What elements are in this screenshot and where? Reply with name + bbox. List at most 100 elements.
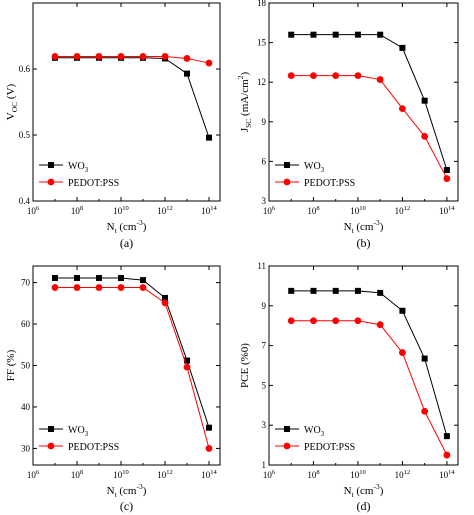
legend-marker xyxy=(47,442,55,450)
y-tick-label: 9 xyxy=(262,117,267,127)
y-axis-title: VOC (V) xyxy=(5,83,19,120)
data-point xyxy=(354,31,361,38)
data-point xyxy=(421,407,429,415)
legend-marker xyxy=(284,162,290,168)
data-point xyxy=(399,105,406,112)
data-point xyxy=(73,284,81,291)
series-line xyxy=(55,57,210,138)
data-point xyxy=(310,287,317,294)
y-axis-title: PCE (%0) xyxy=(239,343,251,388)
y-tick-label: 0.4 xyxy=(19,196,31,206)
x-tick-label: 1010 xyxy=(350,205,366,216)
data-point xyxy=(332,72,340,79)
y-axis-title: JSC (mA/cm2) xyxy=(236,72,253,133)
data-point xyxy=(310,31,317,38)
series-line xyxy=(55,287,210,449)
data-point xyxy=(74,275,80,282)
data-point xyxy=(184,357,190,364)
data-point xyxy=(399,44,406,51)
data-point xyxy=(162,294,168,301)
data-point xyxy=(183,55,191,62)
x-axis-title: Nt (cm-3) xyxy=(344,482,384,499)
data-point xyxy=(73,53,81,60)
x-tick-label: 106 xyxy=(27,469,40,480)
y-tick-label: 70 xyxy=(21,278,31,288)
data-point xyxy=(118,275,124,282)
data-point xyxy=(161,53,169,60)
series-line xyxy=(55,55,210,64)
y-tick-label: 6 xyxy=(262,156,267,166)
legend-marker xyxy=(283,178,291,186)
x-tick-label: 1012 xyxy=(157,205,173,216)
y-tick-label: 1 xyxy=(262,460,267,470)
x-tick-label: 1014 xyxy=(201,205,217,216)
y-tick-label: 0.6 xyxy=(19,64,31,74)
data-point xyxy=(421,97,428,104)
y-tick-label: 40 xyxy=(21,402,31,412)
series-line xyxy=(55,277,210,428)
plot-frame xyxy=(32,2,221,202)
data-point xyxy=(354,287,361,294)
data-point xyxy=(51,53,59,60)
y-tick-label: 3 xyxy=(262,196,267,206)
y-tick-label: 12 xyxy=(257,77,266,87)
data-point xyxy=(206,134,212,141)
y-tick-label: 11 xyxy=(257,261,266,271)
panel-label: (d) xyxy=(357,499,371,513)
legend-label: WO3 xyxy=(68,161,89,174)
panel-label: (b) xyxy=(357,236,371,250)
data-point xyxy=(399,349,406,356)
data-point xyxy=(139,284,147,291)
x-tick-label: 1010 xyxy=(113,469,129,480)
data-point xyxy=(184,70,190,77)
data-point xyxy=(288,31,295,38)
data-point xyxy=(377,31,384,38)
x-axis-title: Nt (cm-3) xyxy=(344,218,384,235)
data-point xyxy=(443,166,450,173)
data-point xyxy=(288,287,295,294)
x-tick-label: 106 xyxy=(27,205,40,216)
data-point xyxy=(443,175,451,182)
data-point xyxy=(354,317,362,325)
legend-marker xyxy=(283,442,291,450)
series-line xyxy=(291,34,448,171)
x-axis-title: Nt (cm-3) xyxy=(107,218,147,235)
x-tick-label: 1014 xyxy=(439,205,455,216)
legend-label: WO3 xyxy=(304,425,325,438)
plot-frame xyxy=(32,265,221,466)
data-point xyxy=(376,321,384,329)
data-point xyxy=(95,284,103,291)
data-point xyxy=(139,53,147,60)
x-tick-label: 106 xyxy=(263,469,276,480)
data-point xyxy=(117,53,125,60)
data-point xyxy=(96,275,102,282)
y-tick-label: 0.5 xyxy=(19,130,31,140)
x-tick-label: 1012 xyxy=(395,469,411,480)
data-point xyxy=(51,284,59,291)
legend-marker xyxy=(48,162,54,168)
legend-marker xyxy=(284,426,290,432)
legend-marker xyxy=(47,178,55,186)
x-tick-label: 108 xyxy=(71,469,83,480)
y-tick-label: 30 xyxy=(21,443,31,453)
data-point xyxy=(205,445,213,452)
y-tick-label: 9 xyxy=(262,301,267,311)
data-point xyxy=(443,451,451,459)
data-point xyxy=(377,289,384,296)
x-tick-label: 108 xyxy=(307,469,319,480)
data-point xyxy=(332,287,339,294)
legend-label: PEDOT:PSS xyxy=(304,442,355,453)
x-tick-label: 108 xyxy=(307,205,319,216)
x-tick-label: 1014 xyxy=(201,469,217,480)
legend-label: WO3 xyxy=(304,161,325,174)
legend-label: PEDOT:PSS xyxy=(304,178,355,189)
legend-label: WO3 xyxy=(68,425,89,438)
x-tick-label: 108 xyxy=(71,205,83,216)
chart-panel: 106 108 1010 1012 1014 1 3 5 7 9 11 Nt (cm-3) PCE (%… xyxy=(239,261,459,513)
data-point xyxy=(287,72,295,79)
legend-label: PEDOT:PSS xyxy=(68,442,119,453)
data-point xyxy=(399,307,406,314)
series-line xyxy=(291,75,448,179)
chart-panel: 106 108 1010 1012 1014 30 40 50 60 70 Nt (cm-3) FF … xyxy=(5,265,221,513)
